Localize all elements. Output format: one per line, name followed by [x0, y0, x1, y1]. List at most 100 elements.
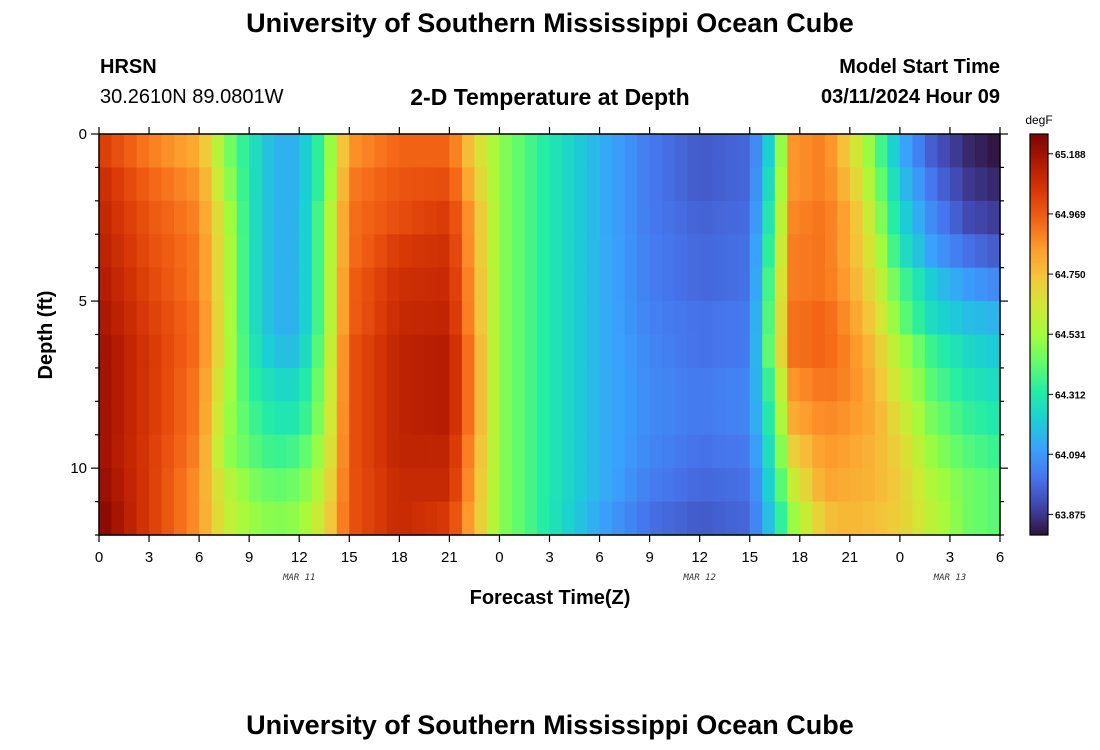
y-tick-label: 0 — [79, 126, 87, 143]
heatmap-cell — [149, 367, 163, 402]
heatmap-cell — [224, 167, 238, 202]
heatmap-cell — [461, 167, 476, 202]
heatmap-cell — [236, 134, 250, 169]
heatmap-cell — [136, 501, 150, 536]
heatmap-cells — [99, 134, 1001, 536]
heatmap-cell — [149, 468, 163, 503]
heatmap-cell — [662, 200, 676, 235]
heatmap-cell — [924, 234, 939, 269]
heatmap-cell — [762, 200, 776, 235]
heatmap-cell — [762, 301, 776, 336]
heatmap-cell — [649, 267, 663, 302]
heatmap-cell — [562, 434, 576, 469]
heatmap-cell — [186, 501, 200, 536]
heatmap-cell — [124, 468, 138, 503]
heatmap-cell — [599, 200, 613, 235]
heatmap-cell — [924, 501, 939, 536]
heatmap-cell — [662, 234, 676, 269]
heatmap-cell — [899, 468, 913, 503]
heatmap-cell — [587, 200, 601, 235]
heatmap-cell — [499, 501, 513, 536]
heatmap-cell — [336, 234, 350, 269]
heatmap-cell — [449, 134, 463, 169]
heatmap-cell — [799, 200, 813, 235]
heatmap-cell — [874, 134, 888, 169]
colorbar-tick-label: 63.875 — [1055, 510, 1086, 521]
heatmap-cell — [374, 334, 388, 369]
heatmap-cell — [662, 501, 676, 536]
heatmap-cell — [424, 200, 438, 235]
heatmap-cell — [549, 401, 563, 436]
heatmap-cell — [974, 301, 989, 336]
heatmap-cell — [962, 468, 976, 503]
heatmap-cell — [236, 200, 250, 235]
heatmap-cell — [361, 234, 375, 269]
heatmap-cell — [274, 501, 288, 536]
heatmap-cell — [637, 401, 651, 436]
heatmap-cell — [286, 167, 300, 202]
heatmap-cell — [799, 167, 813, 202]
heatmap-cell — [474, 501, 488, 536]
station-id: HRSN — [100, 56, 157, 78]
heatmap-cell — [536, 501, 551, 536]
heatmap-cell — [511, 267, 526, 302]
heatmap-cell — [637, 367, 651, 402]
heatmap-cell — [987, 468, 1001, 503]
heatmap-cell — [887, 501, 901, 536]
heatmap-cell — [274, 468, 288, 503]
heatmap-cell — [799, 234, 813, 269]
heatmap-cell — [449, 501, 463, 536]
heatmap-cell — [261, 367, 275, 402]
heatmap-cell — [174, 301, 188, 336]
heatmap-cell — [424, 501, 438, 536]
heatmap-cell — [587, 468, 601, 503]
heatmap-cell — [499, 301, 513, 336]
heatmap-cell — [386, 167, 400, 202]
heatmap-cell — [924, 334, 939, 369]
heatmap-cell — [274, 434, 288, 469]
heatmap-cell — [211, 167, 225, 202]
heatmap-cell — [649, 167, 663, 202]
heatmap-cell — [524, 234, 538, 269]
heatmap-cell — [261, 134, 275, 169]
heatmap-cell — [837, 267, 851, 302]
heatmap-cell — [862, 468, 876, 503]
heatmap-cell — [624, 468, 638, 503]
heatmap-cell — [361, 334, 375, 369]
heatmap-cell — [962, 134, 976, 169]
heatmap-cell — [612, 501, 626, 536]
heatmap-cell — [587, 267, 601, 302]
heatmap-cell — [124, 501, 138, 536]
heatmap-cell — [324, 367, 338, 402]
heatmap-cell — [124, 301, 138, 336]
heatmap-cell — [862, 301, 876, 336]
heatmap-cell — [724, 301, 738, 336]
heatmap-cell — [987, 367, 1001, 402]
heatmap-cell — [749, 267, 763, 302]
heatmap-cell — [236, 234, 250, 269]
heatmap-cell — [574, 301, 588, 336]
heatmap-cell — [99, 367, 113, 402]
heatmap-cell — [386, 434, 400, 469]
heatmap-cell — [161, 468, 175, 503]
heatmap-cell — [674, 167, 688, 202]
heatmap-cell — [612, 234, 626, 269]
heatmap-cell — [124, 401, 138, 436]
heatmap-cell — [949, 401, 964, 436]
heatmap-cell — [549, 267, 563, 302]
heatmap-cell — [887, 301, 901, 336]
heatmap-cell — [474, 301, 488, 336]
heatmap-cell — [674, 334, 688, 369]
heatmap-cell — [787, 334, 801, 369]
heatmap-cell — [449, 200, 463, 235]
heatmap-cell — [111, 301, 125, 336]
heatmap-cell — [549, 501, 563, 536]
heatmap-cell — [161, 301, 175, 336]
heatmap-cell — [749, 501, 763, 536]
heatmap-cell — [424, 434, 438, 469]
model-start-label: Model Start Time — [839, 56, 1000, 78]
heatmap-cell — [974, 267, 989, 302]
heatmap-cell — [599, 468, 613, 503]
heatmap-cell — [124, 334, 138, 369]
heatmap-cell — [749, 167, 763, 202]
